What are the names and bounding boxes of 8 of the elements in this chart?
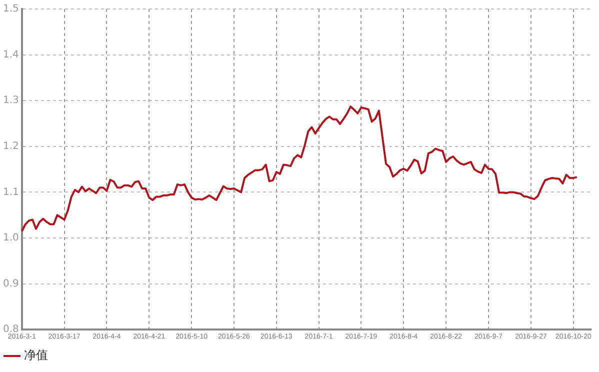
legend-label: 净值 — [24, 348, 48, 362]
y-tick-label: 0.9 — [2, 278, 19, 290]
y-tick-label: 1.3 — [2, 95, 19, 106]
y-tick-label: 1.4 — [2, 49, 19, 60]
y-tick-label: 1.5 — [2, 4, 19, 15]
y-tick-label: 1.0 — [2, 232, 19, 244]
y-tick-label: 1.2 — [2, 140, 19, 152]
y-tick-label: 1.1 — [2, 186, 19, 198]
